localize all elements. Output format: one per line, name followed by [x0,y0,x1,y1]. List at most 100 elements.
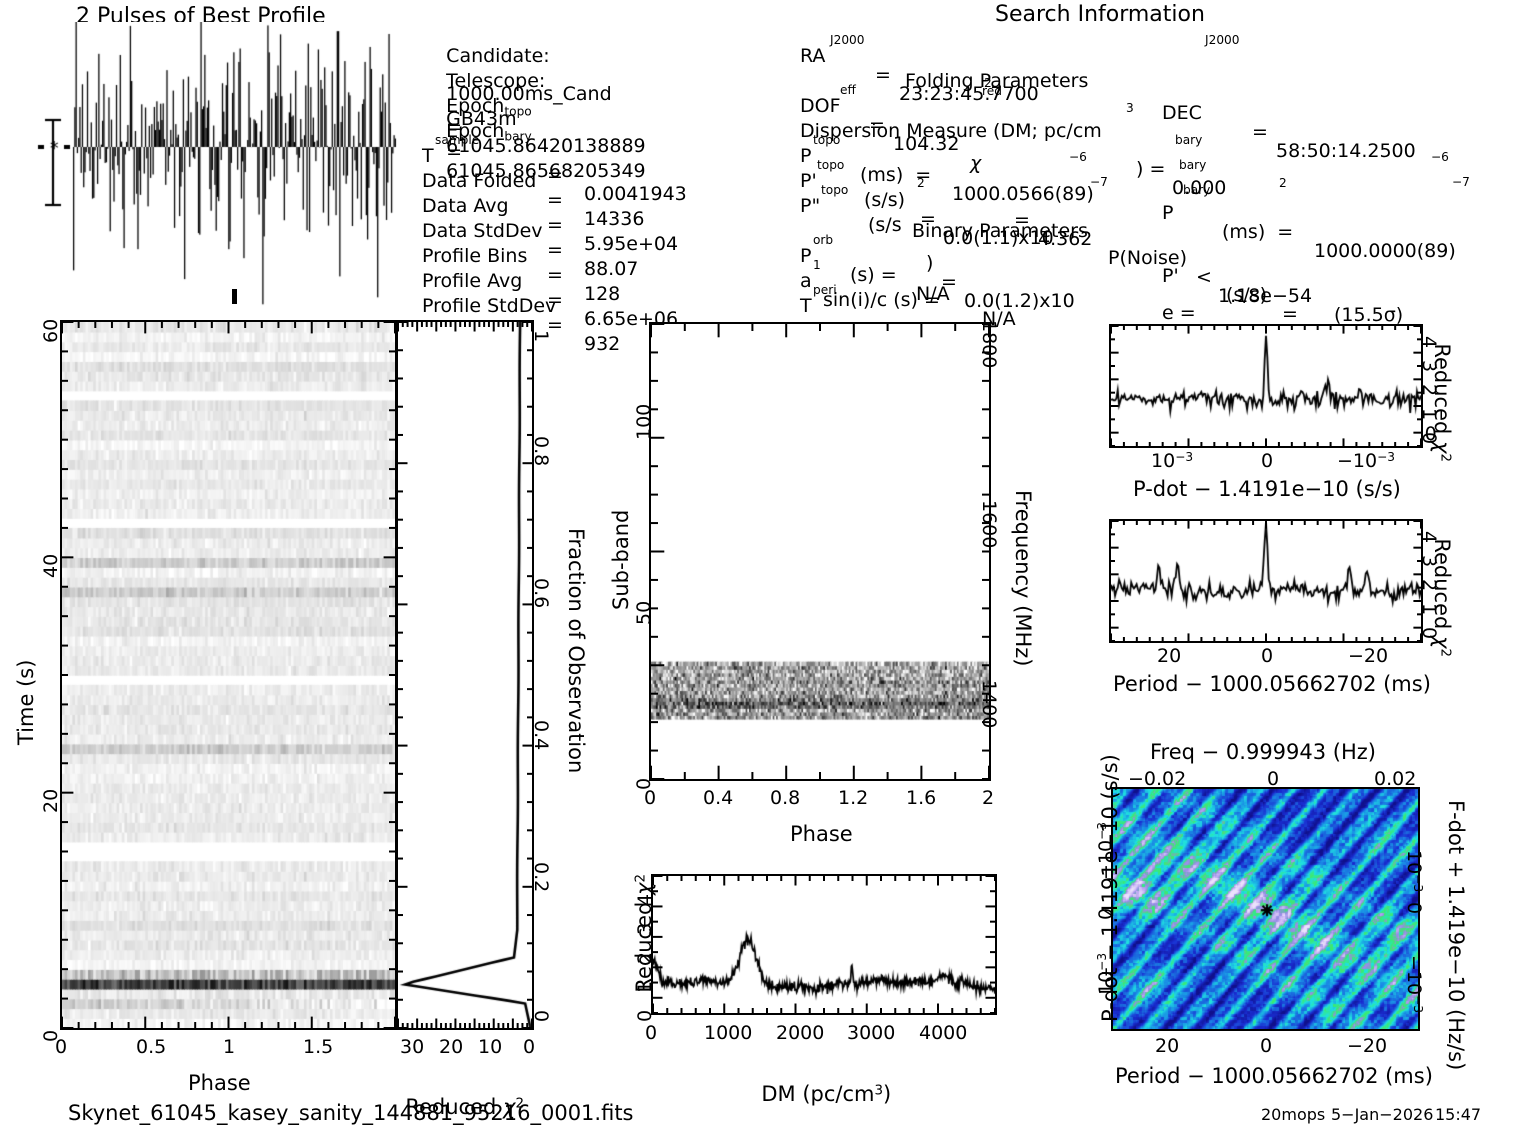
pdot-tick-neg: −10−3 [1337,450,1396,472]
data-stddev-eq: = [547,239,563,261]
pdot-topo-units: (s/s) [864,189,906,211]
pdot-chi2-ticks [1110,325,1422,447]
subband-axis-label: Sub-band [609,509,633,610]
candidate-value: 1000.00ms_Cand [446,83,612,105]
per-tick-0: 0 [1261,645,1274,667]
data-avg-label: Data Avg [422,195,509,217]
p-topo-sub: topo [813,133,841,147]
pnoise-value: 1.18e−54 [1218,285,1313,307]
dm-tick-3000: 3000 [847,1022,896,1044]
subband-phase-plot [651,324,989,779]
dec-label: DEC [1162,102,1202,124]
candidate-label: Candidate: [446,45,550,67]
pdotchi2-tick-4: 4 [1418,336,1440,349]
binary-parameters-title: Binary Parameters [912,220,1088,242]
dm-chi2-frame [651,874,997,1015]
pdot-bary-units: (s/s) [1226,284,1268,306]
pdotchi2-tick-3: 3 [1418,360,1440,373]
data-folded-label: Data Folded [422,170,537,192]
telescope-value: GB43m [446,108,517,130]
reduced-chi2-label-left: Reduced χ2 [405,1095,525,1119]
asini-label: a [800,270,812,292]
perchi2-tick-2: 2 [1418,579,1440,592]
porb-sub: orb [813,233,834,247]
freq-tick-1800: 1800 [978,320,1000,369]
epoch-topo-sub: topo [504,104,532,119]
dmchi2-tick-2: 2 [634,951,656,964]
chi2-tick-20: 20 [439,1036,464,1058]
candidate-info-block: Candidate: 1000.00ms_Cand Telescope: GB4… [422,28,687,354]
subband-tick-100: 100 [633,403,655,440]
data-folded-eq: = [547,189,563,211]
chi2-red-sup: 2 [984,76,992,90]
profile-avg-eq: = [547,289,563,311]
pdot-topo-label: P' [800,170,817,192]
subband-ticks [650,323,990,780]
source-filename: Skynet_61045_kasey_sanity_144881_95216_0… [68,1101,634,1125]
profile-stddev-value: 932 [584,333,621,355]
pdot-tick-pos: 10−3 [1151,450,1194,472]
phase-axis-label-subband: Phase [790,822,853,846]
subband-frame [649,322,991,781]
period-chi2-ticks [1110,520,1422,642]
freq-top-label: Freq − 0.999943 (Hz) [1150,740,1376,764]
dec-value: 58:50:14.2500 [1276,140,1416,162]
dmchi2-tick-3: 3 [634,922,656,935]
perchi2-tick-0: 0 [1418,627,1440,640]
perchi2-tick-1: 1 [1418,603,1440,616]
p-bary-sub: bary [1175,133,1203,147]
chi2-tick-0: 0 [523,1036,536,1058]
period-chi2-frame [1109,519,1423,643]
dm-label: Dispersion Measure (DM; pc/cm [800,120,1102,142]
time-tick-40: 40 [40,553,62,578]
pdotchi2-tick-0: 0 [1418,432,1440,445]
ra-value: 23:23:45.7700 [899,83,1039,105]
period-pdot-plane-frame [1111,787,1420,1031]
plane-y-tick-pos: 10−3 [1095,952,1117,995]
dmchi2-tick-0: 0 [634,1009,656,1022]
dec-sub: J2000 [1205,33,1240,47]
frac-tick-08: 0.8 [530,436,552,467]
sb-phase-tick-12: 1.2 [838,787,869,809]
phase-tick-1: 1 [223,1036,236,1058]
profile-avg-label: Profile Avg [422,270,523,292]
chi2-red-value: 4.362 [1038,228,1093,250]
ecc-label: e = [1162,302,1196,324]
period-plane-xlabel: Period − 1000.05662702 (ms) [1115,1064,1433,1088]
search-info-block: RA J2000 = 23:23:45.7700 DEC J2000 = 58:50… [800,28,1470,444]
pnoise-rel: < [1196,266,1212,288]
freqtop-tick-pos: 0.02 [1374,768,1417,790]
pddot-topo-exp: −7 [1090,175,1108,189]
folding-parameters-title: Folding Parameters [905,70,1089,92]
time-phase-greyscale-plot [62,322,395,1028]
plane-y-tick-neg: −10−3 [1095,821,1117,880]
sb-phase-tick-08: 0.8 [770,787,801,809]
pddot-topo-label: P" [800,195,821,217]
pddot-topo-sub: topo [821,183,849,197]
dm-axis-label: DM (pc/cm3) [761,1082,892,1106]
epoch-topo-value: 61045.86420138889 [446,134,646,157]
pddot-topo-units-end: ) [926,252,934,274]
tperi-sub: peri [813,283,837,297]
epoch-bary-label: Epoch [446,120,505,142]
frac-tick-0: 0 [530,1010,552,1023]
tsample-eq: = [547,164,563,186]
sb-phase-tick-0: 0 [644,787,657,809]
fdot-plane-ylabel: F-dot + 1.419e−10 (Hz/s) [1444,800,1468,1071]
pddot-bary-sub: bary [1183,183,1211,197]
plane-y2-tick-neg: −10−3 [1403,955,1425,1014]
frac-tick-1: 1 [530,330,552,343]
sb-phase-tick-2: 2 [982,787,995,809]
frac-tick-06: 0.6 [530,578,552,609]
dm-value: 0.000 [1172,177,1227,199]
period-chi2-plot [1111,521,1421,641]
porb-value: N/A [916,283,950,305]
dof-label: DOF [800,95,841,117]
pdotchi2-tick-2: 2 [1418,384,1440,397]
pddot-bary-exp: −7 [1452,175,1470,189]
dm-tick-4000: 4000 [919,1022,968,1044]
plane-x-tick-0: 0 [1260,1035,1273,1057]
time-phase-ticks [61,321,396,1029]
time-axis-label: Time (s) [14,659,38,745]
pdot-topo-exp: −6 [1069,150,1087,164]
